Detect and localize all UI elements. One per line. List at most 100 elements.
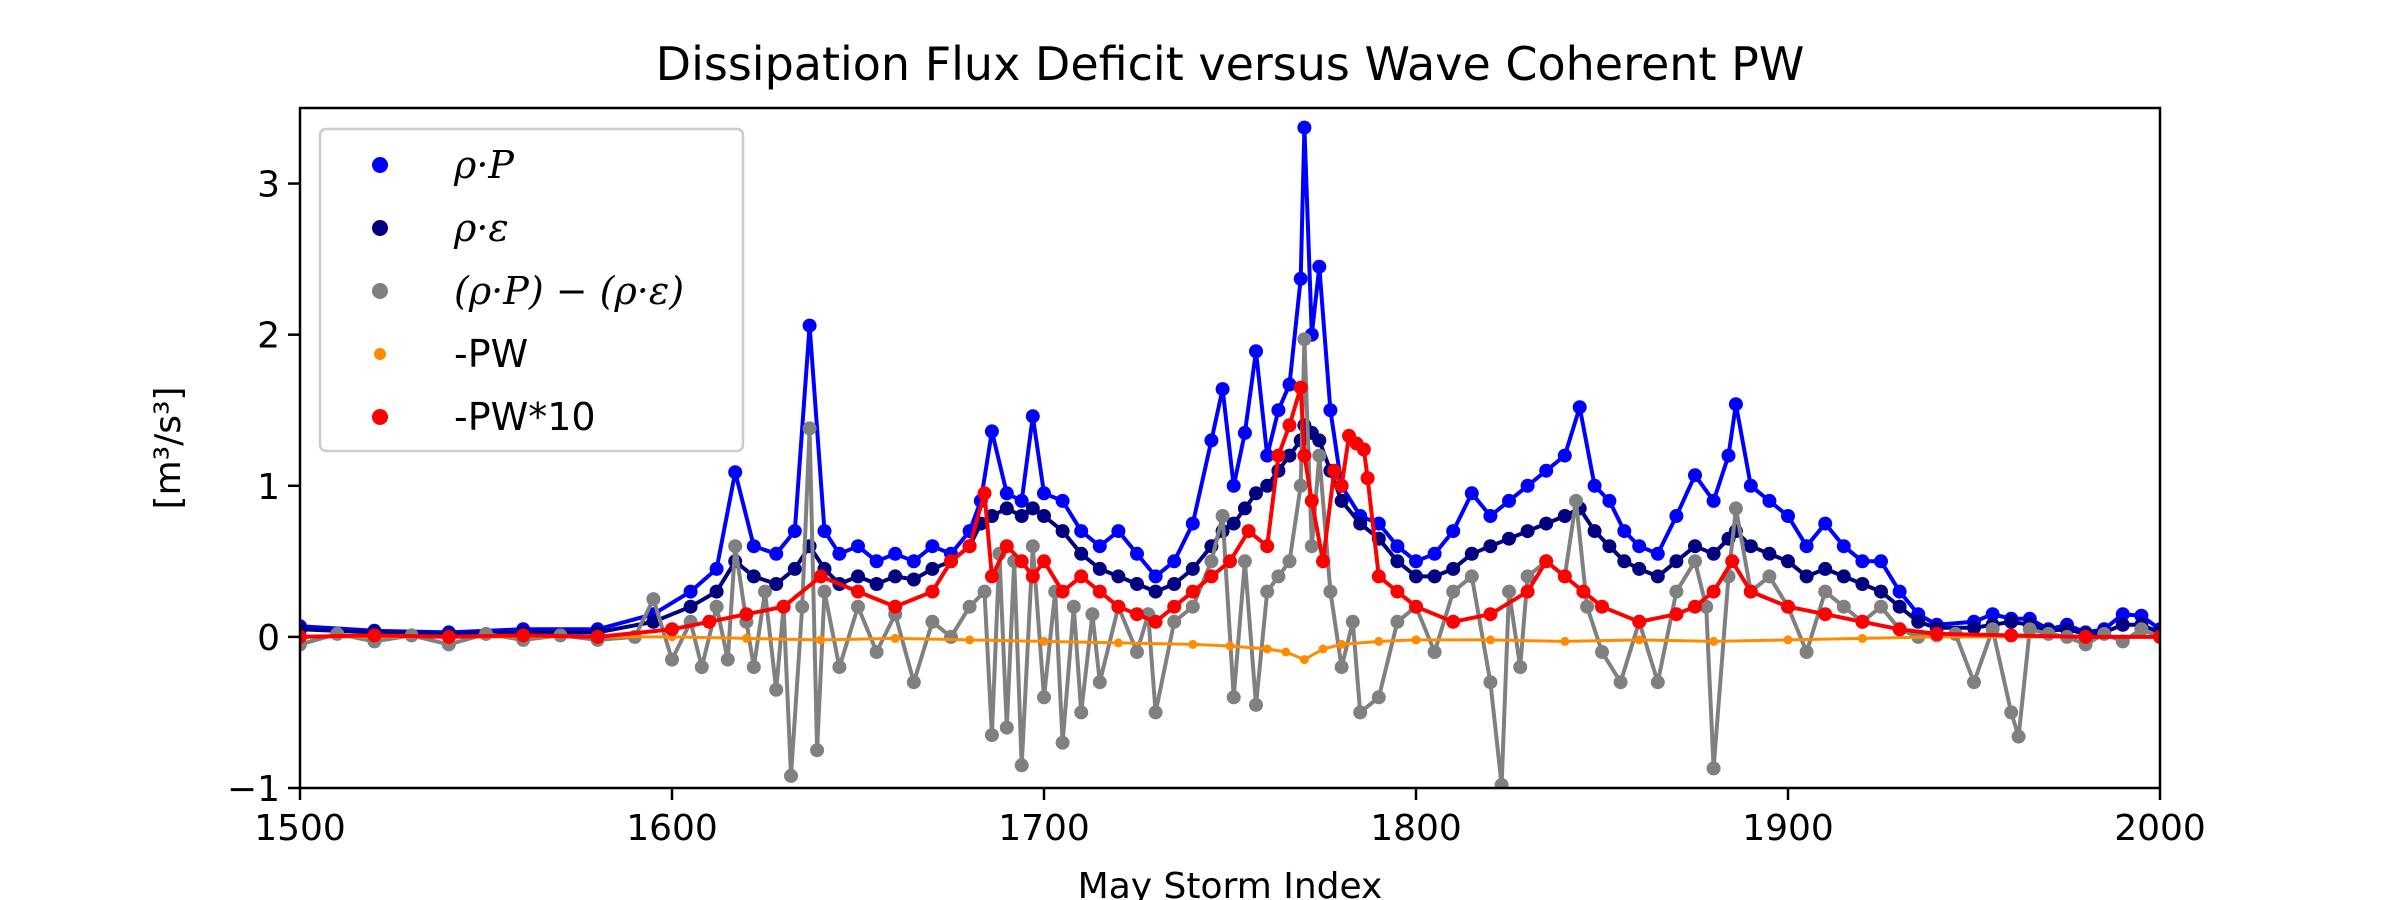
data-point <box>1130 645 1144 659</box>
data-point <box>869 554 884 569</box>
data-point <box>1334 493 1349 508</box>
data-point <box>1037 509 1051 523</box>
data-point <box>1967 675 1981 690</box>
data-point <box>999 539 1014 554</box>
data-point <box>1282 448 1297 463</box>
x-tick-label: 1500 <box>254 808 346 849</box>
data-point <box>1262 644 1272 654</box>
data-point <box>1111 599 1126 614</box>
data-point <box>1374 636 1384 646</box>
data-point <box>1967 620 1981 635</box>
x-axis: 1500 1600 1700 1800 1900 2000 <box>254 788 2206 849</box>
data-point <box>1345 614 1360 629</box>
data-point <box>769 577 784 591</box>
data-point <box>746 569 761 584</box>
data-point <box>869 645 884 659</box>
data-point <box>1688 599 1702 614</box>
data-point <box>1299 655 1309 665</box>
data-point <box>1055 493 1070 508</box>
data-point <box>1037 554 1051 569</box>
data-point <box>1799 539 1814 554</box>
data-point <box>1836 569 1851 584</box>
data-point <box>1706 584 1721 599</box>
data-point <box>869 577 884 591</box>
data-point <box>1092 539 1107 554</box>
data-point <box>300 629 307 644</box>
data-point <box>1464 569 1479 584</box>
data-point <box>1743 584 1758 599</box>
data-point <box>2078 629 2093 644</box>
legend-box <box>318 127 745 453</box>
data-point <box>1818 561 1833 576</box>
data-point <box>1334 660 1349 675</box>
data-point <box>1113 638 1123 648</box>
data-point <box>1855 614 1870 629</box>
data-point <box>1502 493 1516 508</box>
data-point <box>888 546 903 561</box>
data-point <box>925 584 940 599</box>
data-point <box>1721 448 1736 463</box>
series-4 <box>300 380 2160 644</box>
data-point <box>2004 705 2019 720</box>
data-point <box>1055 584 1070 599</box>
x-tick-label: 1600 <box>626 808 718 849</box>
data-point <box>813 569 828 584</box>
data-point <box>1226 516 1241 531</box>
data-point <box>1483 607 1498 622</box>
data-point <box>1580 599 1595 614</box>
y-tick-label: 2 <box>257 316 280 357</box>
data-point <box>1014 493 1029 508</box>
data-point <box>925 561 940 576</box>
data-point <box>784 768 798 783</box>
data-point <box>1539 463 1554 478</box>
data-point <box>1297 332 1312 347</box>
data-point <box>1855 554 1870 569</box>
data-point <box>1390 554 1405 569</box>
data-point <box>1572 400 1587 415</box>
data-point <box>888 569 903 584</box>
data-point <box>1911 614 1926 629</box>
x-tick-label: 1700 <box>998 808 1090 849</box>
data-point <box>1014 554 1029 569</box>
data-point <box>1709 636 1719 646</box>
data-point <box>2004 614 2019 629</box>
data-point <box>984 728 999 743</box>
data-point <box>2022 622 2037 637</box>
data-point <box>1271 403 1286 418</box>
data-point <box>1237 501 1252 516</box>
data-point <box>1446 561 1461 576</box>
data-point <box>832 546 847 561</box>
data-point <box>1836 599 1851 614</box>
data-point <box>1874 554 1888 569</box>
legend-entry: -PW <box>454 332 528 376</box>
legend-marker <box>374 348 386 360</box>
data-point <box>1485 635 1495 645</box>
data-point <box>1409 554 1423 569</box>
data-point <box>817 584 832 599</box>
data-point <box>1464 546 1479 561</box>
data-point <box>1762 569 1777 584</box>
y-tick-label: −1 <box>227 769 280 810</box>
data-point <box>367 628 382 643</box>
data-point <box>1783 635 1793 645</box>
data-point <box>1557 448 1572 463</box>
data-point <box>746 539 761 554</box>
data-point <box>1215 509 1230 523</box>
data-point <box>1602 493 1617 508</box>
data-point <box>1312 259 1327 274</box>
data-point <box>1595 645 1609 659</box>
data-point <box>1602 539 1617 554</box>
series-2 <box>300 332 2160 788</box>
data-point <box>1111 569 1126 584</box>
data-point <box>1669 607 1684 622</box>
data-point <box>1390 539 1405 554</box>
data-point <box>1464 486 1479 501</box>
data-point <box>683 584 698 599</box>
data-point <box>1669 509 1684 523</box>
data-point <box>1323 584 1338 599</box>
data-point <box>1185 584 1200 599</box>
data-point <box>1185 516 1200 531</box>
data-point <box>709 584 724 599</box>
x-tick-label: 1900 <box>1742 808 1834 849</box>
data-point <box>1074 705 1089 720</box>
